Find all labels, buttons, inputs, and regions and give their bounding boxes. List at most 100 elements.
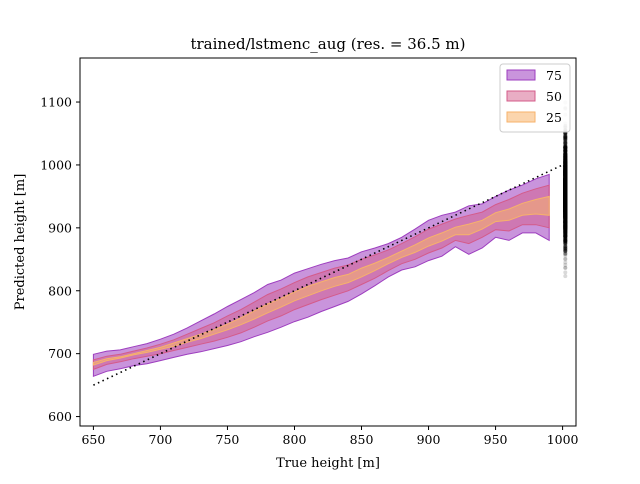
scatter-point	[563, 143, 568, 148]
scatter-point	[563, 177, 568, 182]
scatter-point	[563, 233, 568, 238]
scatter-point	[563, 214, 568, 219]
scatter-point	[563, 212, 568, 217]
scatter-point	[563, 183, 568, 188]
scatter-point	[563, 187, 568, 192]
scatter-point	[563, 202, 568, 207]
scatter-point	[563, 181, 568, 186]
scatter-point	[563, 194, 568, 199]
scatter-point	[563, 198, 568, 203]
scatter-point	[563, 180, 568, 185]
legend-swatch-75	[506, 69, 536, 81]
scatter-point	[563, 211, 568, 216]
scatter-point	[563, 186, 568, 191]
scatter-point	[563, 222, 568, 227]
scatter-point	[563, 194, 568, 199]
scatter-point	[563, 207, 568, 212]
scatter-point	[563, 181, 568, 186]
scatter-point	[563, 169, 568, 174]
scatter-point	[563, 202, 568, 206]
scatter-point	[563, 189, 568, 194]
scatter-point	[563, 165, 568, 169]
scatter-point	[563, 199, 568, 203]
scatter-point	[563, 230, 568, 235]
scatter-point	[563, 174, 568, 179]
scatter-point	[563, 204, 568, 209]
scatter-point	[563, 208, 568, 213]
scatter-point	[563, 233, 568, 238]
scatter-point	[563, 180, 568, 185]
scatter-point	[563, 196, 568, 201]
scatter-point	[563, 159, 568, 164]
scatter-point	[563, 184, 568, 189]
scatter-point	[563, 204, 568, 209]
scatter-point	[563, 207, 568, 212]
scatter-point	[563, 225, 568, 230]
scatter-point	[563, 208, 568, 212]
scatter-point	[563, 177, 568, 181]
scatter-point	[563, 190, 568, 195]
scatter-point	[563, 208, 568, 213]
scatter-point	[563, 159, 568, 164]
scatter-point	[563, 159, 568, 164]
scatter-point	[563, 173, 568, 178]
scatter-point	[563, 186, 568, 191]
scatter-point	[563, 183, 568, 188]
scatter-point	[563, 182, 568, 187]
scatter-point	[563, 195, 568, 200]
scatter-point	[563, 225, 568, 230]
scatter-point	[563, 198, 568, 203]
scatter-point	[563, 169, 568, 174]
scatter-point	[563, 167, 568, 171]
scatter-point	[563, 199, 568, 204]
scatter-point	[563, 184, 568, 189]
scatter-point	[563, 181, 568, 186]
scatter-point	[563, 187, 568, 192]
scatter-point	[563, 136, 568, 141]
scatter-point	[563, 186, 568, 191]
scatter-point	[563, 135, 568, 140]
scatter-point	[563, 192, 568, 197]
scatter-point	[563, 173, 568, 178]
scatter-point	[563, 192, 568, 197]
scatter-point	[563, 198, 568, 203]
scatter-point	[563, 192, 568, 197]
scatter-point	[563, 173, 568, 178]
scatter-point	[563, 174, 568, 179]
scatter-point	[563, 195, 568, 200]
scatter-point	[563, 208, 568, 212]
scatter-point	[563, 198, 568, 203]
scatter-point	[563, 160, 568, 165]
scatter-point	[563, 226, 568, 231]
scatter-point	[563, 206, 568, 211]
scatter-point	[563, 165, 568, 170]
scatter-point	[563, 216, 568, 221]
scatter-point	[563, 179, 568, 184]
scatter-point	[563, 229, 568, 234]
scatter-point	[563, 194, 568, 199]
scatter-point	[563, 171, 568, 176]
scatter-point	[563, 169, 568, 174]
scatter-point	[563, 203, 568, 208]
scatter-point	[563, 139, 568, 144]
scatter-point	[563, 195, 568, 199]
scatter-point	[563, 150, 568, 154]
scatter-point	[563, 237, 568, 242]
scatter-point	[563, 210, 568, 215]
scatter-point	[563, 187, 568, 192]
scatter-point	[563, 202, 568, 206]
scatter-point	[563, 180, 568, 185]
scatter-point	[563, 213, 568, 218]
scatter-point	[563, 211, 568, 215]
scatter-point	[563, 175, 568, 180]
scatter-point	[563, 197, 568, 202]
scatter-point	[563, 198, 568, 203]
scatter-point	[563, 200, 568, 205]
scatter-point	[563, 171, 568, 176]
scatter-point	[563, 170, 568, 175]
scatter-point	[563, 194, 568, 199]
scatter-point	[563, 188, 568, 193]
scatter-point	[563, 195, 568, 200]
scatter-point	[563, 157, 568, 162]
scatter-point	[563, 225, 568, 230]
